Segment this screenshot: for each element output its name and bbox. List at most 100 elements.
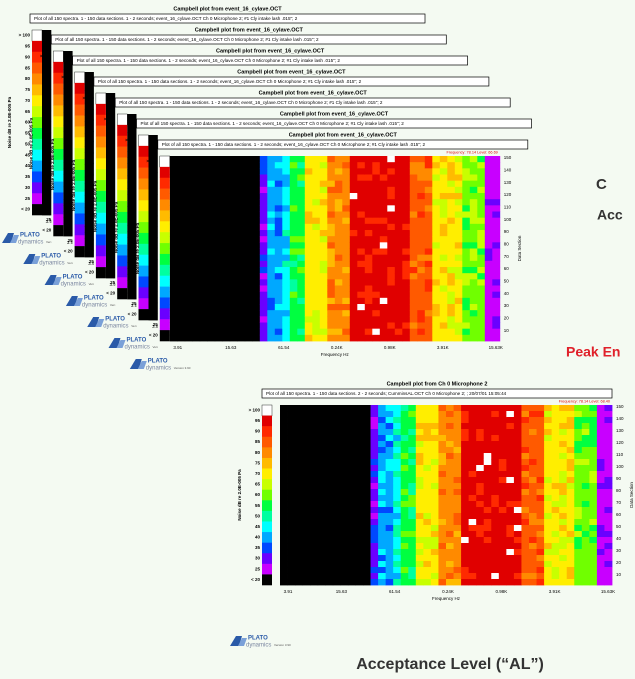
legend-label: 95 (46, 65, 52, 70)
legend-swatch (53, 182, 63, 193)
legend-swatch (32, 171, 42, 182)
heat-cell (42, 36, 50, 43)
legend-swatch (32, 150, 42, 161)
plot-title: Campbell plot from event_16_cylave.OCT (237, 69, 346, 75)
legend-swatch (75, 83, 85, 94)
legend-label: 25 (68, 238, 74, 243)
legend-swatch (32, 84, 42, 95)
legend-swatch (32, 30, 42, 41)
legend-label: 95 (68, 86, 74, 91)
caption: Acceptance Level (“AL”) (356, 656, 544, 673)
legend-swatch (53, 62, 63, 73)
legend-swatch (53, 160, 63, 171)
legend-swatch (53, 171, 63, 182)
legend-swatch (75, 246, 85, 257)
legend-swatch (53, 138, 63, 149)
legend-label: 90 (46, 75, 52, 80)
legend-label: > 100 (61, 75, 73, 80)
legend-swatch (75, 213, 85, 224)
legend-swatch (53, 214, 63, 225)
legend-swatch (32, 74, 42, 85)
legend-swatch (75, 148, 85, 159)
legend-swatch (75, 116, 85, 127)
legend-label: 65 (46, 130, 52, 135)
legend-swatch (75, 192, 85, 203)
legend-label: 70 (46, 119, 52, 124)
side-text: C (596, 176, 607, 193)
legend-swatch (53, 149, 63, 160)
legend-swatch (53, 105, 63, 116)
legend-label: 30 (46, 206, 52, 211)
legend-swatch (32, 95, 42, 106)
legend-swatch (53, 116, 63, 127)
peak-text: Peak En (566, 344, 620, 360)
plot-subtitle: Plot of all 150 spectra. 1 - 150 data se… (34, 16, 298, 21)
legend-label: 70 (25, 98, 31, 103)
heat-cell (42, 42, 50, 49)
logo-name: PLATO (63, 275, 83, 281)
legend-label: 35 (25, 174, 31, 179)
legend-swatch (32, 204, 42, 215)
plot-title: Campbell plot from event_16_cylave.OCT (216, 48, 325, 54)
heat-cell (63, 57, 71, 64)
logo-sub: dynamics (18, 240, 43, 246)
legend-swatch (53, 95, 63, 106)
heat-cell (106, 105, 114, 112)
legend-label: 75 (68, 129, 74, 134)
plot-title: Campbell plot from event_16_cylave.OCT (195, 27, 304, 33)
legend-label: 90 (25, 54, 31, 59)
legend-swatch (75, 170, 85, 181)
plot-subtitle: Plot of all 150 spectra. 1 - 150 data se… (55, 37, 319, 42)
legend-swatch (32, 193, 42, 204)
legend-swatch (75, 224, 85, 235)
legend-swatch (32, 63, 42, 74)
plot-title: Campbell plot from event_16_cylave.OCT (173, 6, 282, 12)
logo-sub: dynamics (61, 282, 86, 288)
heat-cell (85, 84, 93, 91)
heat-cell (85, 72, 93, 79)
side-text: Acc (597, 207, 623, 223)
plot-subtitle: Plot of all 150 spectra. 1 - 150 data se… (98, 79, 362, 84)
heat-cell (106, 93, 114, 100)
legend-label: > 100 (19, 33, 31, 38)
legend-axis-label: Noise dB re 2.0E-005 Pa (50, 138, 55, 190)
legend-swatch (75, 126, 85, 137)
legend-swatch (53, 203, 63, 214)
legend-swatch (53, 51, 63, 62)
legend-label: 85 (46, 86, 52, 91)
legend-swatch (32, 182, 42, 193)
legend-swatch (53, 192, 63, 203)
legend-label: < 20 (42, 228, 51, 233)
logo-name: PLATO (41, 254, 61, 260)
legend-swatch (75, 159, 85, 170)
legend-label: 25 (46, 217, 52, 222)
legend-label: > 100 (40, 54, 52, 59)
heat-cell (42, 30, 50, 37)
legend-label: 25 (25, 196, 31, 201)
legend-label: 85 (68, 107, 74, 112)
logo-name: PLATO (20, 233, 40, 239)
legend-label: 30 (68, 227, 74, 232)
plots: Campbell plot from event_16_cylave.OCT Pl… (2, 3, 634, 649)
logo-sub: dynamics (39, 261, 64, 267)
heat-cell (63, 63, 71, 70)
legend-swatch (75, 235, 85, 246)
legend-axis-label: Noise dB re 2.0E-005 Pa (28, 117, 33, 169)
heat-cell (85, 78, 93, 85)
plot-subtitle: Plot of all 150 spectra. 1 - 150 data se… (77, 58, 341, 63)
legend-label: 75 (25, 87, 31, 92)
legend-label: 30 (25, 185, 31, 190)
legend-swatch (75, 105, 85, 116)
legend-label: 80 (25, 76, 31, 81)
legend-swatch (53, 225, 63, 236)
legend-label: 80 (46, 97, 52, 102)
legend-label: 80 (68, 118, 74, 123)
heat-cell (106, 99, 114, 106)
legend-label: 95 (25, 44, 31, 49)
legend-label: 65 (25, 109, 31, 114)
legend-label: 75 (46, 108, 52, 113)
legend-swatch (32, 128, 42, 139)
legend-swatch (75, 181, 85, 192)
legend-label: < 20 (21, 207, 30, 212)
legend-swatch (75, 203, 85, 214)
